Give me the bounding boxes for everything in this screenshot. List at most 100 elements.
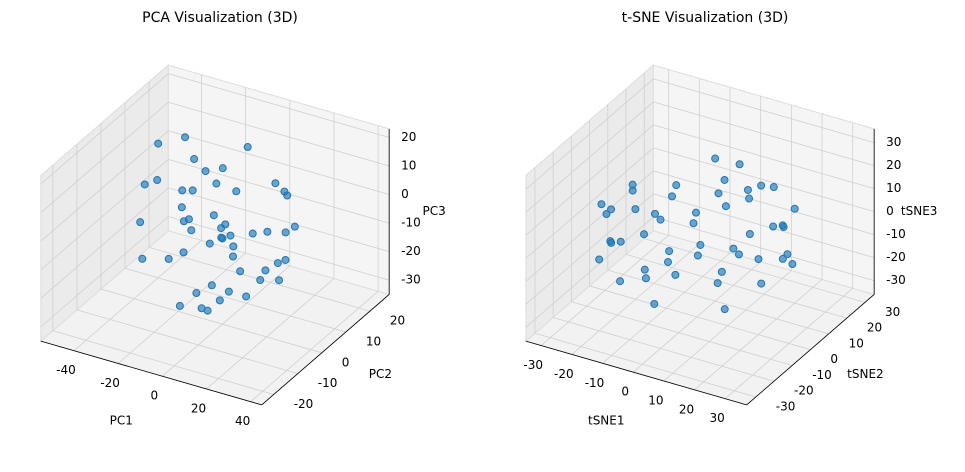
- z-tick-label: -20: [401, 244, 421, 258]
- data-point: [720, 175, 729, 184]
- data-point: [205, 239, 214, 248]
- data-point: [236, 267, 245, 276]
- y-tick-label: 20: [867, 321, 882, 335]
- x-tick-label: 10: [648, 393, 663, 407]
- data-point: [243, 143, 252, 152]
- grid-line: [52, 330, 274, 395]
- z-tick-label: 10: [401, 158, 416, 172]
- data-point: [597, 200, 606, 209]
- grid-line: [653, 170, 875, 236]
- y-tick-label: -10: [812, 368, 832, 382]
- y-tick-label: -10: [318, 376, 338, 390]
- data-point: [153, 176, 162, 185]
- data-point: [757, 181, 766, 190]
- grid-line: [534, 332, 756, 398]
- x-axis-label: tSNE1: [588, 414, 625, 428]
- grid-line: [168, 130, 390, 195]
- data-point: [788, 260, 797, 269]
- data-point: [628, 180, 637, 189]
- data-point: [650, 209, 659, 218]
- data-point: [745, 230, 754, 239]
- x-tick-label: 0: [621, 385, 629, 399]
- grid-line: [76, 309, 298, 375]
- data-point: [273, 259, 282, 268]
- grid-line: [589, 285, 811, 351]
- z-tick-label: 20: [401, 130, 416, 144]
- y-tick-label: -20: [294, 397, 314, 411]
- grid-line: [525, 78, 654, 190]
- axis-line: [40, 340, 262, 406]
- data-point: [188, 186, 197, 195]
- data-point: [140, 180, 149, 189]
- grid-line: [525, 193, 654, 305]
- grid-line: [653, 147, 875, 213]
- data-point: [689, 219, 698, 228]
- data-point: [769, 183, 778, 192]
- z-tick-label: -10: [886, 227, 906, 241]
- axis-line: [261, 294, 390, 406]
- data-point: [224, 287, 233, 296]
- y-tick-label: 20: [390, 314, 405, 328]
- data-point: [248, 229, 257, 238]
- grid-line: [40, 73, 169, 185]
- data-point: [229, 242, 238, 251]
- data-point: [242, 292, 251, 301]
- grid-line: [40, 216, 169, 328]
- data-point: [164, 254, 173, 263]
- data-point: [283, 191, 292, 200]
- grid-line: [206, 278, 335, 390]
- data-point: [602, 210, 611, 219]
- data-point: [290, 222, 299, 231]
- data-point: [179, 248, 188, 257]
- grid-line: [168, 101, 390, 167]
- data-point: [779, 223, 788, 232]
- y-axis-label: PC2: [369, 367, 392, 381]
- data-point: [606, 237, 615, 246]
- data-point: [190, 155, 199, 164]
- grid-line: [168, 187, 390, 253]
- data-point: [207, 281, 216, 290]
- subplot: -40 -20 0 20 40 -20 -10 0 10 20 -30 -20 -10 0 10 20 PC1 P…: [39, 10, 446, 428]
- z-tick-label: -20: [886, 250, 906, 264]
- grid-line: [653, 124, 875, 190]
- z-axis-label: tSNE3: [901, 204, 938, 218]
- grid-line: [250, 290, 379, 403]
- data-point: [729, 244, 738, 253]
- x-axis-label: PC1: [110, 414, 133, 428]
- data-point: [668, 192, 677, 201]
- grid-line: [124, 267, 346, 333]
- data-point: [607, 205, 616, 214]
- data-point: [671, 270, 680, 279]
- data-point: [650, 299, 659, 308]
- z-tick-label: 0: [886, 204, 894, 218]
- grid-line: [553, 317, 775, 382]
- subplot: -30-20-100102030-30-20-100102030-30-20-1…: [523, 10, 937, 428]
- grid-line: [168, 216, 390, 281]
- data-point: [691, 208, 700, 217]
- y-tick-label: 10: [849, 336, 864, 350]
- data-point: [672, 181, 681, 190]
- grid-line: [73, 239, 202, 352]
- data-point: [181, 133, 190, 142]
- grid-line: [525, 101, 654, 213]
- data-point: [720, 305, 729, 314]
- x-tick-label: 40: [235, 414, 250, 428]
- data-point: [734, 250, 743, 259]
- data-point: [217, 233, 226, 242]
- grid-line: [653, 216, 875, 282]
- axis-line: [525, 340, 747, 406]
- grid-line: [40, 159, 169, 271]
- data-point: [256, 275, 265, 284]
- data-point: [218, 164, 227, 173]
- data-point: [641, 274, 650, 283]
- data-point: [281, 255, 290, 264]
- data-point: [769, 222, 778, 231]
- data-point: [745, 194, 754, 203]
- y-tick-label: 10: [366, 334, 381, 348]
- grid-line: [168, 73, 390, 138]
- data-point: [154, 139, 163, 148]
- data-point: [778, 254, 787, 263]
- data-point: [192, 289, 201, 298]
- data-point: [177, 203, 186, 212]
- grid-line: [40, 101, 169, 213]
